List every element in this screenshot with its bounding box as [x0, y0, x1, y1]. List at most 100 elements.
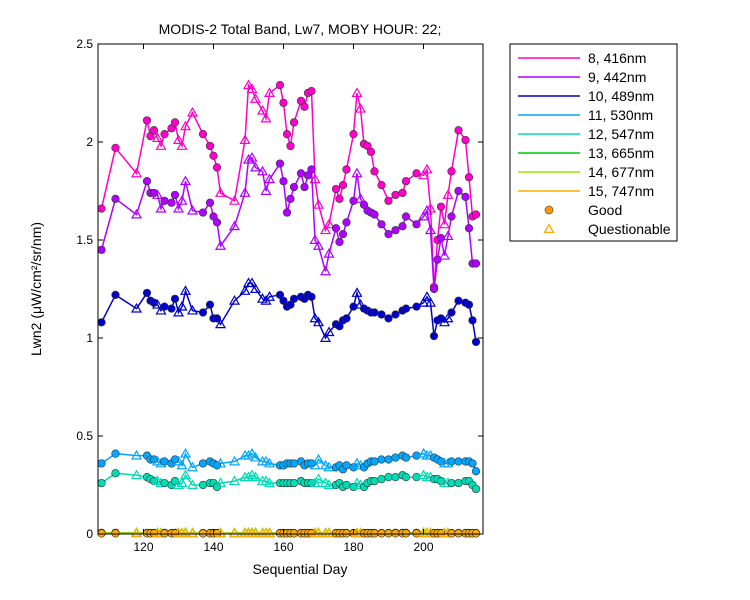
data-point-good [338, 181, 348, 190]
legend-label: 14, 677nm [588, 164, 654, 180]
data-point-questionable [214, 527, 227, 538]
data-point-questionable [442, 230, 454, 241]
data-point-questionable [176, 459, 188, 470]
data-point-questionable [130, 469, 143, 480]
data-point-good [384, 473, 393, 482]
data-point-good [300, 102, 309, 111]
data-point-good [349, 130, 358, 139]
data-point-good [149, 126, 159, 135]
data-point-good [160, 457, 169, 466]
data-point-good [331, 184, 341, 194]
data-point-good [342, 218, 351, 227]
data-point-questionable [130, 302, 143, 313]
data-point-questionable [186, 106, 199, 117]
data-point-questionable [424, 297, 437, 307]
data-point-questionable [151, 189, 164, 199]
legend-label: 12, 547nm [588, 126, 654, 142]
data-point-good [454, 296, 463, 305]
data-point-questionable [239, 187, 251, 197]
data-point-good [275, 159, 285, 168]
data-point-good [454, 126, 463, 135]
data-point-good [167, 304, 176, 313]
data-point-questionable [172, 306, 185, 317]
data-point-questionable [309, 459, 321, 470]
data-point-good [275, 81, 285, 90]
y-tick-label: 2 [86, 135, 93, 149]
data-point-good [401, 453, 411, 462]
legend-label: Good [588, 202, 622, 218]
data-point-questionable [239, 285, 251, 295]
data-point-good [391, 310, 400, 319]
data-point-good [468, 316, 477, 325]
data-point-good [461, 192, 470, 201]
data-point-questionable [242, 449, 255, 460]
data-point-good [205, 300, 215, 309]
data-point-good [289, 478, 299, 488]
data-point-good [401, 212, 411, 221]
data-point-good [212, 314, 222, 323]
data-point-questionable [351, 287, 363, 297]
data-point-good [398, 188, 407, 198]
data-point-questionable [228, 295, 241, 305]
data-point-questionable [263, 477, 276, 488]
data-point-good [401, 177, 411, 186]
data-point-questionable [246, 83, 258, 94]
data-point-questionable [417, 169, 430, 180]
data-point-questionable [442, 189, 454, 199]
data-point-questionable [421, 163, 433, 174]
data-point-good [170, 118, 180, 127]
data-point-good [279, 177, 288, 186]
data-point-questionable [246, 151, 258, 162]
data-point-good [342, 461, 351, 470]
data-point-good [142, 177, 152, 186]
data-point-questionable [246, 447, 258, 458]
data-point-good [471, 529, 481, 538]
data-point-good [205, 198, 215, 207]
data-point-good [142, 116, 152, 125]
data-point-good [454, 186, 463, 196]
data-point-questionable [186, 527, 199, 538]
data-point-good [209, 151, 218, 160]
data-point-good [97, 318, 106, 327]
data-point-questionable [319, 332, 332, 342]
data-point-good [160, 302, 169, 311]
data-point-questionable [354, 193, 367, 203]
data-point-good [170, 294, 180, 303]
data-point-good [377, 220, 386, 229]
data-point-questionable [249, 283, 262, 293]
data-point-good [167, 198, 176, 207]
y-tick-label: 0.5 [76, 429, 93, 443]
data-point-good [286, 194, 295, 203]
data-point-questionable [176, 195, 188, 205]
data-point-questionable [179, 120, 192, 131]
data-point-questionable [228, 455, 241, 466]
data-point-questionable [309, 312, 321, 323]
data-point-questionable [323, 218, 335, 229]
data-point-good [454, 457, 463, 466]
data-point-good [97, 204, 106, 213]
data-point-good [198, 130, 208, 139]
data-point-good [289, 118, 299, 127]
data-point-good [97, 245, 106, 254]
data-point-good [447, 529, 456, 538]
data-point-good [198, 480, 208, 490]
data-point-questionable [323, 479, 335, 489]
data-point-good [307, 292, 316, 301]
data-point-good [398, 222, 407, 231]
data-point-good [384, 314, 393, 323]
data-point-questionable [263, 87, 276, 97]
data-point-good [464, 300, 474, 309]
data-point-good [384, 455, 393, 464]
data-point-questionable [323, 527, 335, 538]
data-point-good [335, 194, 344, 203]
data-point-good [401, 529, 411, 538]
data-point-good [198, 529, 208, 538]
legend-label: 13, 665nm [588, 145, 654, 161]
data-point-good [212, 218, 222, 227]
data-point-questionable [179, 447, 192, 458]
data-point-questionable [260, 185, 272, 195]
data-point-good [198, 208, 208, 217]
data-point-questionable [155, 202, 167, 213]
data-point-questionable [172, 455, 185, 466]
data-point-questionable [214, 477, 227, 488]
